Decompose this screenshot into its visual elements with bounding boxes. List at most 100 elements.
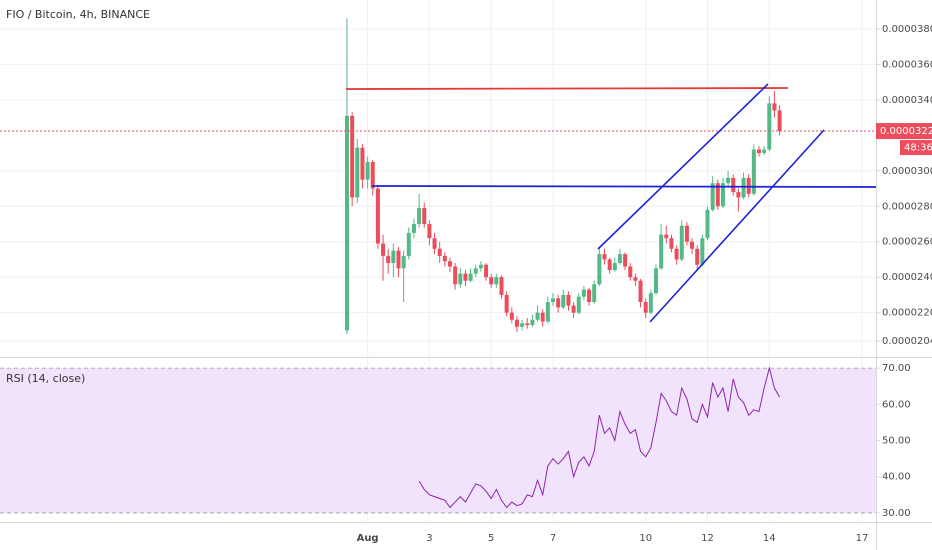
candle-body	[617, 254, 622, 264]
y-tick-label: 0.00002400	[882, 272, 932, 283]
candle-body	[468, 273, 473, 281]
resistance-line	[345, 87, 789, 90]
candle-body	[355, 147, 360, 198]
candle-body	[411, 223, 416, 233]
candle-body	[370, 161, 375, 189]
candle-body	[396, 250, 401, 269]
candle-body	[648, 293, 653, 313]
candle-body	[545, 302, 550, 322]
x-tick-label: 10	[639, 533, 652, 544]
x-tick-label: 5	[488, 533, 494, 544]
y-tick-label: 0.00002040	[882, 336, 932, 347]
candle-body	[458, 273, 463, 285]
y-tick-label: 0.00002800	[882, 201, 932, 212]
candle-body	[705, 209, 710, 239]
candle-body	[679, 225, 684, 260]
y-tick-label: 40.00	[882, 472, 911, 483]
candle-body	[772, 103, 777, 111]
candle-body	[777, 110, 782, 132]
candle-body	[581, 289, 586, 297]
candle-body	[556, 298, 561, 308]
candle-body	[442, 255, 447, 262]
candle-body	[401, 255, 406, 269]
rsi-line	[418, 366, 781, 509]
candle-body	[587, 289, 592, 303]
countdown-box	[900, 140, 932, 156]
y-tick-label: 0.00003600	[882, 59, 932, 70]
last-price-box	[876, 123, 932, 140]
candle-body	[448, 261, 452, 267]
candle-body	[623, 254, 628, 267]
rsi-title: RSI (14, close)	[6, 372, 85, 385]
candle-body	[525, 323, 530, 326]
candle-body	[365, 161, 370, 180]
x-tick-label: 7	[550, 533, 556, 544]
candle-body	[484, 264, 489, 278]
candle-body	[432, 238, 437, 249]
candle-body	[643, 302, 648, 313]
x-tick-label: 12	[701, 533, 714, 544]
candle-body	[530, 319, 535, 326]
candle-body	[720, 183, 725, 207]
candle-body	[381, 243, 386, 256]
candle-body	[406, 232, 411, 256]
y-tick-label: 0.00003000	[882, 166, 932, 177]
candle-body	[504, 294, 509, 313]
y-tick-label: 30.00	[882, 508, 911, 519]
candle-body	[437, 248, 442, 256]
candle-body	[607, 259, 612, 271]
candle-body	[602, 254, 607, 260]
candle-body	[453, 266, 458, 285]
candle-body	[757, 149, 761, 154]
candle-body	[669, 238, 674, 249]
y-tick-label: 60.00	[882, 399, 911, 410]
candle-body	[350, 115, 355, 198]
candle-body	[566, 294, 571, 306]
candle-body	[710, 183, 715, 210]
candle-body	[345, 115, 349, 331]
candle-body	[654, 268, 658, 294]
candle-body	[540, 312, 545, 322]
candle-body	[499, 277, 504, 295]
candle-body	[494, 277, 499, 285]
candle-body	[674, 248, 679, 260]
candle-body	[767, 103, 772, 150]
candle-body	[520, 323, 525, 327]
candle-body	[571, 305, 576, 313]
candle-body	[690, 241, 695, 249]
candle-body	[422, 208, 427, 224]
candle-body	[700, 238, 705, 265]
y-tick-label: 0.00002600	[882, 237, 932, 248]
y-tick-label: 70.00	[882, 363, 911, 374]
candle-body	[375, 188, 380, 244]
candle-body	[695, 248, 700, 265]
candle-body	[561, 294, 566, 308]
candle-body	[715, 183, 720, 207]
y-tick-label: 0.00003800	[882, 24, 932, 35]
candle-body	[736, 192, 741, 198]
candle-body	[684, 225, 689, 242]
candle-body	[514, 319, 519, 327]
candle-body	[478, 264, 483, 269]
candle-body	[612, 263, 617, 271]
candle-body	[597, 254, 602, 285]
support-line	[371, 185, 877, 188]
candle-body	[731, 177, 736, 193]
candle-body	[659, 234, 664, 269]
y-tick-label: 0.00002200	[882, 308, 932, 319]
candle-body	[489, 277, 494, 285]
candle-body	[664, 234, 669, 239]
candle-body	[633, 277, 638, 281]
candle-body	[751, 149, 756, 194]
candle-body	[576, 296, 581, 313]
candle-body	[509, 312, 514, 320]
y-tick-label: 50.00	[882, 436, 911, 447]
y-tick-label: 0.00003400	[882, 95, 932, 106]
candle-body	[638, 280, 643, 303]
candle-body	[360, 147, 365, 180]
candle-body	[473, 268, 478, 274]
x-tick-label: 3	[426, 533, 432, 544]
channel-upper	[597, 83, 769, 250]
